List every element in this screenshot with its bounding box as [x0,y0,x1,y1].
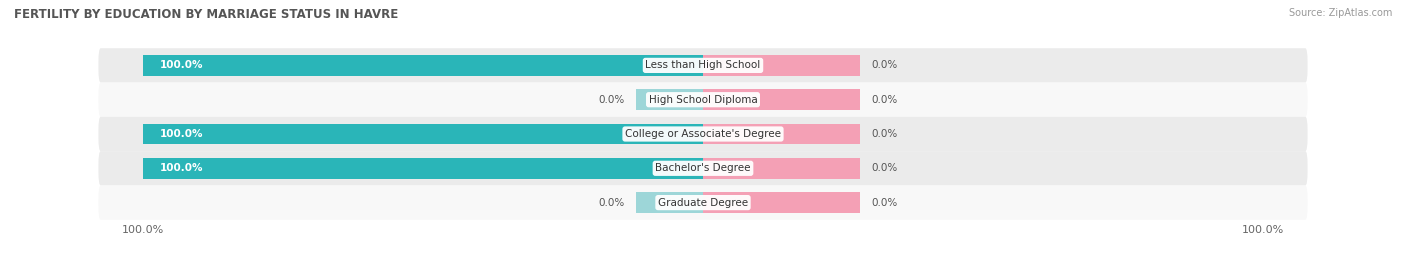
Text: 100.0%: 100.0% [160,60,204,70]
Text: 0.0%: 0.0% [870,60,897,70]
Text: High School Diploma: High School Diploma [648,95,758,105]
Text: 100.0%: 100.0% [160,129,204,139]
Bar [143,55,703,76]
Text: Source: ZipAtlas.com: Source: ZipAtlas.com [1288,8,1392,18]
Bar [636,192,703,213]
FancyBboxPatch shape [98,48,1308,83]
Bar [143,158,703,178]
Text: 0.0%: 0.0% [599,198,624,208]
Text: 0.0%: 0.0% [599,95,624,105]
Text: 100.0%: 100.0% [160,163,204,173]
Text: Less than High School: Less than High School [645,60,761,70]
Bar [703,192,859,213]
Text: Bachelor's Degree: Bachelor's Degree [655,163,751,173]
Text: 0.0%: 0.0% [870,163,897,173]
Bar [703,90,859,110]
Text: FERTILITY BY EDUCATION BY MARRIAGE STATUS IN HAVRE: FERTILITY BY EDUCATION BY MARRIAGE STATU… [14,8,398,21]
Text: 0.0%: 0.0% [870,129,897,139]
Text: 0.0%: 0.0% [870,198,897,208]
FancyBboxPatch shape [98,117,1308,151]
FancyBboxPatch shape [98,83,1308,117]
FancyBboxPatch shape [98,185,1308,220]
FancyBboxPatch shape [98,151,1308,185]
Text: Graduate Degree: Graduate Degree [658,198,748,208]
Bar [703,158,859,178]
Bar [703,124,859,144]
Bar [703,55,859,76]
Bar [143,124,703,144]
Text: College or Associate's Degree: College or Associate's Degree [626,129,780,139]
Bar [636,90,703,110]
Text: 0.0%: 0.0% [870,95,897,105]
